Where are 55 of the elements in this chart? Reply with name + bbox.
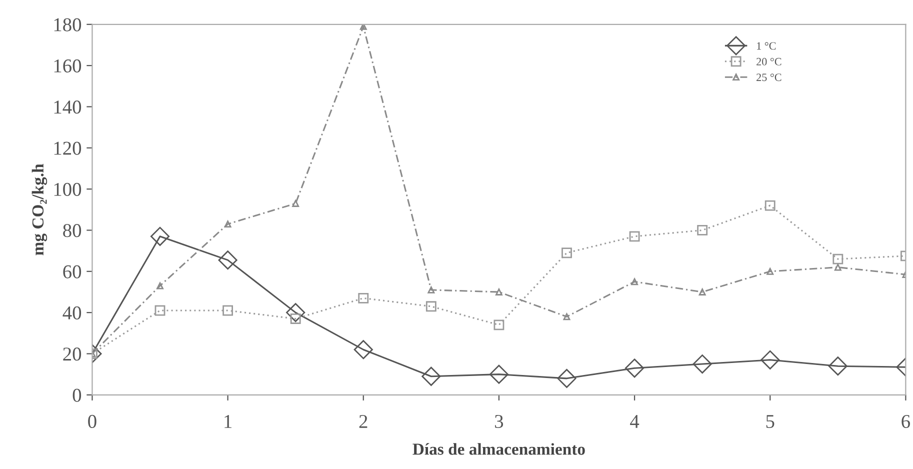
point bbox=[764, 200, 776, 211]
point bbox=[495, 288, 502, 296]
point bbox=[631, 278, 638, 286]
point bbox=[154, 305, 166, 316]
point bbox=[150, 226, 170, 246]
y-tick-label: 40 bbox=[62, 306, 82, 320]
y-axis-title: mg CO₂/kg.h bbox=[32, 164, 48, 256]
point bbox=[286, 303, 306, 322]
point bbox=[494, 320, 504, 330]
y-tick-label: 60 bbox=[63, 265, 82, 278]
point bbox=[156, 282, 164, 290]
point bbox=[354, 340, 373, 360]
x-tick-label: 2 bbox=[359, 414, 368, 428]
point bbox=[422, 366, 441, 386]
x-tick-label: 6 bbox=[902, 414, 910, 428]
y-tick-label: 100 bbox=[54, 182, 82, 196]
y-tick-label: 80 bbox=[63, 224, 82, 238]
point bbox=[832, 254, 844, 264]
point bbox=[834, 264, 842, 271]
y-tick-label: 20 bbox=[63, 348, 82, 361]
x-tick-label: 1 bbox=[224, 415, 232, 428]
x-axis-title: Días de almacenamiento bbox=[412, 443, 585, 455]
x-tick-label: 0 bbox=[88, 414, 96, 428]
point bbox=[557, 368, 576, 388]
point bbox=[292, 200, 300, 207]
point bbox=[766, 268, 774, 275]
point bbox=[218, 250, 238, 270]
point bbox=[698, 288, 706, 296]
y-tick-label: 140 bbox=[54, 100, 82, 114]
point bbox=[828, 356, 848, 376]
point bbox=[563, 313, 570, 320]
legend-label: 25 °C bbox=[756, 74, 782, 82]
point bbox=[629, 231, 640, 242]
point bbox=[489, 364, 508, 384]
point bbox=[224, 220, 232, 228]
x-tick-label: 4 bbox=[630, 415, 640, 428]
point bbox=[562, 248, 572, 258]
point bbox=[222, 305, 233, 316]
point bbox=[625, 358, 644, 378]
point bbox=[697, 225, 708, 236]
legend-label: 1 °C bbox=[757, 42, 776, 50]
x-tick-label: 3 bbox=[495, 414, 504, 428]
point bbox=[692, 354, 712, 374]
legend-label: 20 °C bbox=[756, 58, 782, 66]
y-tick-label: 120 bbox=[54, 142, 82, 155]
point bbox=[760, 350, 780, 370]
point bbox=[360, 24, 367, 30]
y-tick-label: 160 bbox=[54, 59, 82, 72]
y-tick-label: 0 bbox=[72, 388, 82, 402]
y-tick-label: 180 bbox=[54, 18, 82, 32]
point bbox=[358, 292, 369, 304]
point bbox=[428, 286, 435, 294]
x-tick-label: 5 bbox=[766, 415, 774, 428]
point bbox=[290, 314, 301, 324]
point bbox=[426, 301, 436, 312]
